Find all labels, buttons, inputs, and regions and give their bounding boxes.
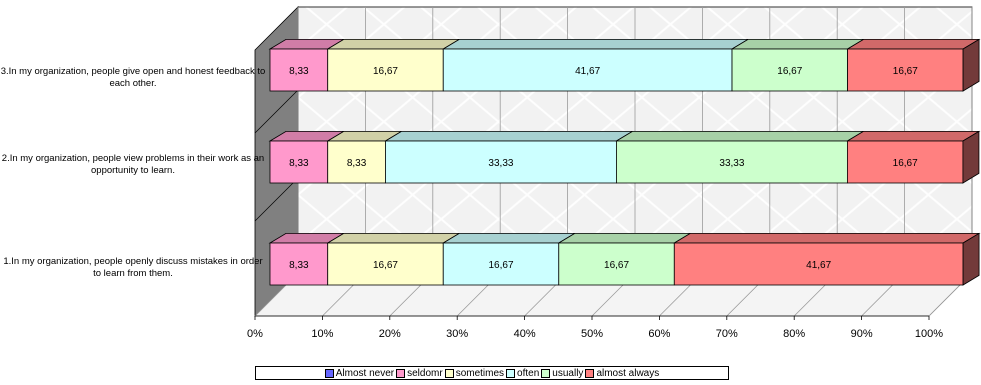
category-label: 3.In my organization, people give open a… bbox=[0, 66, 266, 89]
x-tick-label: 30% bbox=[446, 328, 468, 340]
bar-segment bbox=[327, 48, 444, 92]
legend-label: usually bbox=[552, 367, 584, 379]
data-label: 16,67 bbox=[893, 158, 918, 169]
legend-swatch bbox=[444, 368, 454, 378]
data-label: 8,33 bbox=[289, 66, 309, 77]
bar-top bbox=[326, 232, 461, 244]
x-tick-label: 80% bbox=[783, 328, 805, 340]
bar-top bbox=[672, 232, 981, 244]
legend-swatch bbox=[541, 368, 551, 378]
x-tick-label: 90% bbox=[851, 328, 873, 340]
legend-label: often bbox=[517, 367, 540, 379]
bars: 8,33 16,67 41,67 16,67 16,67 8,33 8,33 33,33 33,… bbox=[268, 38, 981, 286]
legend-label: almost always bbox=[596, 367, 660, 379]
x-tick-label: 50% bbox=[581, 328, 603, 340]
bar-side bbox=[962, 38, 980, 92]
bar-top bbox=[614, 130, 865, 142]
x-tick-label: 0% bbox=[247, 328, 263, 340]
legend-swatch bbox=[396, 368, 406, 378]
x-tick-label: 10% bbox=[311, 328, 333, 340]
bar-side bbox=[962, 130, 980, 184]
bar-segment bbox=[327, 140, 386, 184]
bar-top bbox=[557, 232, 692, 244]
data-label: 16,67 bbox=[488, 260, 513, 271]
data-label: 8,33 bbox=[289, 260, 309, 271]
x-tick-label: 20% bbox=[379, 328, 401, 340]
bar-top bbox=[441, 232, 577, 244]
category-separator bbox=[254, 89, 299, 134]
bar-segment bbox=[327, 242, 444, 286]
bar-segment bbox=[847, 48, 964, 92]
bar-top bbox=[730, 39, 865, 50]
bar-top bbox=[845, 130, 981, 142]
legend-item: sometimes bbox=[444, 367, 505, 379]
x-tick-label: 40% bbox=[514, 328, 536, 340]
legend-label: seldomr bbox=[407, 367, 443, 379]
bar-top bbox=[846, 39, 981, 50]
category-label: 2.In my organization, people view proble… bbox=[1, 153, 265, 176]
data-label: 33,33 bbox=[488, 158, 513, 169]
data-label: 41,67 bbox=[575, 66, 600, 77]
legend: Almost never seldomr sometimes often usually… bbox=[255, 366, 729, 380]
data-label: 33,33 bbox=[719, 158, 744, 169]
bar-segment bbox=[673, 242, 964, 286]
bar-segment bbox=[442, 242, 560, 286]
legend-item: Almost never bbox=[324, 367, 395, 379]
legend-item: usually bbox=[541, 368, 583, 379]
legend-item: often bbox=[506, 368, 539, 379]
data-label: 16,67 bbox=[604, 260, 629, 271]
legend-item: seldomr bbox=[396, 368, 443, 379]
bar-segment bbox=[269, 242, 329, 286]
data-label: 16,67 bbox=[373, 66, 398, 77]
x-tick-label: 100% bbox=[915, 328, 943, 340]
legend-swatch bbox=[585, 368, 595, 378]
data-label: 8,33 bbox=[347, 158, 367, 169]
x-axis-ticks: 0% 10% 20% 30% 40% 50% 60% 70% 80% 90% 100% bbox=[247, 315, 943, 340]
bar-top bbox=[326, 39, 461, 50]
category-separator bbox=[254, 177, 299, 222]
bar-top bbox=[384, 130, 634, 142]
bar-segment bbox=[616, 140, 848, 184]
bar-side bbox=[962, 232, 980, 286]
legend-label: sometimes bbox=[455, 367, 505, 379]
bar-segment bbox=[558, 242, 675, 286]
legend-swatch bbox=[506, 368, 516, 378]
x-tick-label: 60% bbox=[648, 328, 670, 340]
legend-swatch bbox=[324, 368, 334, 378]
legend-item: almost always bbox=[585, 368, 659, 379]
data-label: 16,67 bbox=[777, 66, 802, 77]
category-label: 1.In my organization, people openly disc… bbox=[3, 256, 263, 279]
data-label: 16,67 bbox=[373, 260, 398, 271]
x-tick-label: 70% bbox=[716, 328, 738, 340]
data-label: 41,67 bbox=[806, 260, 831, 271]
bar-segment bbox=[731, 48, 848, 92]
bar-segment bbox=[269, 48, 329, 92]
bar-segment bbox=[442, 48, 733, 92]
data-label: 8,33 bbox=[289, 158, 309, 169]
bar-top bbox=[441, 39, 750, 50]
data-label: 16,67 bbox=[893, 66, 918, 77]
legend-label: Almost never bbox=[335, 367, 395, 379]
bar-segment bbox=[385, 140, 617, 184]
